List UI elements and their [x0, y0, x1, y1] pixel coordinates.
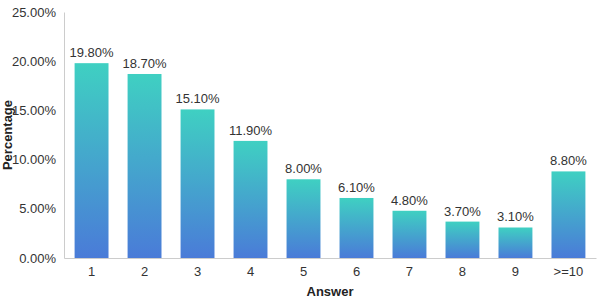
x-tick: 4 — [247, 258, 254, 279]
bar — [499, 227, 533, 258]
data-label: 18.70% — [122, 56, 167, 71]
bar — [234, 141, 268, 258]
x-tick: >=10 — [554, 258, 584, 279]
bars — [75, 63, 586, 258]
x-tick: 2 — [141, 258, 148, 279]
data-label: 3.70% — [444, 204, 481, 219]
chart: 0.00% 5.00% 10.00% 15.00% 20.00% 25.00% 1 2 3 4 5 6… — [0, 0, 604, 302]
x-axis-title: Answer — [307, 284, 354, 299]
data-label: 8.00% — [285, 161, 322, 176]
x-tick: 1 — [88, 258, 95, 279]
y-tick-label: 5.00% — [19, 201, 56, 216]
y-tick: 20.00% — [12, 54, 64, 69]
y-tick-label: 20.00% — [12, 54, 57, 69]
y-axis: 0.00% 5.00% 10.00% 15.00% 20.00% 25.00% — [12, 5, 65, 266]
x-tick: 3 — [194, 258, 201, 279]
x-tick-label: 1 — [88, 264, 95, 279]
x-tick-label: 9 — [512, 264, 519, 279]
x-axis: 1 2 3 4 5 6 7 8 9 >=10 — [65, 258, 597, 279]
data-label: 4.80% — [391, 193, 428, 208]
data-label: 19.80% — [70, 45, 115, 60]
x-tick-label: 8 — [459, 264, 466, 279]
x-tick-label: 4 — [247, 264, 254, 279]
data-label: 11.90% — [229, 123, 273, 138]
y-axis-line — [64, 13, 65, 259]
y-axis-title: Percentage — [0, 100, 15, 170]
x-tick: 5 — [300, 258, 307, 279]
y-tick-label: 25.00% — [12, 5, 57, 20]
y-tick: 5.00% — [19, 201, 64, 216]
x-tick-label: 6 — [353, 264, 360, 279]
bar — [446, 222, 480, 258]
x-tick-label: 3 — [194, 264, 201, 279]
x-tick: 6 — [353, 258, 360, 279]
bar — [181, 109, 215, 258]
x-tick-label: 2 — [141, 264, 148, 279]
y-tick: 0.00% — [19, 251, 64, 266]
y-tick: 10.00% — [12, 152, 64, 167]
data-label: 3.10% — [497, 209, 534, 224]
bar — [393, 211, 427, 258]
bar — [287, 179, 321, 258]
x-tick-label: >=10 — [554, 264, 584, 279]
x-tick-label: 7 — [406, 264, 413, 279]
data-labels: 19.80% 18.70% 15.10% 11.90% 8.00% 6.10% 4.80% 3… — [70, 45, 588, 224]
bar — [75, 63, 109, 258]
bar — [128, 74, 162, 258]
data-label: 15.10% — [175, 91, 220, 106]
bar — [551, 171, 585, 258]
y-tick: 15.00% — [12, 103, 64, 118]
y-tick: 25.00% — [12, 5, 64, 20]
y-tick-label: 0.00% — [19, 251, 56, 266]
x-tick: 7 — [406, 258, 413, 279]
data-label: 8.80% — [550, 153, 587, 168]
bar — [340, 198, 374, 258]
x-axis-line — [65, 258, 597, 259]
x-tick: 9 — [512, 258, 519, 279]
x-tick-label: 5 — [300, 264, 307, 279]
plot: 0.00% 5.00% 10.00% 15.00% 20.00% 25.00% 1 2 3 4 5 6… — [12, 5, 597, 280]
y-tick-label: 15.00% — [12, 103, 57, 118]
x-tick: 8 — [459, 258, 466, 279]
y-tick-label: 10.00% — [12, 152, 57, 167]
data-label: 6.10% — [338, 180, 375, 195]
